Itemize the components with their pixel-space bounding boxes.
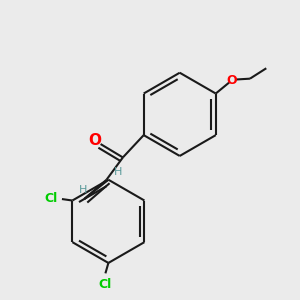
Text: O: O <box>89 133 102 148</box>
Text: Cl: Cl <box>99 278 112 291</box>
Text: O: O <box>227 74 237 87</box>
Text: H: H <box>114 167 123 177</box>
Text: Cl: Cl <box>44 192 58 205</box>
Text: H: H <box>79 185 87 195</box>
